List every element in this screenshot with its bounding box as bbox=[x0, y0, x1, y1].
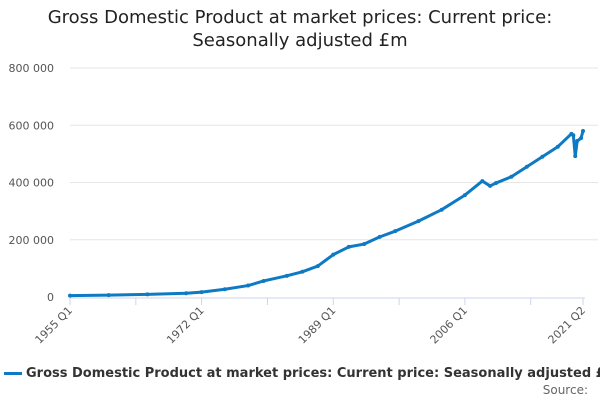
data-point bbox=[488, 183, 493, 188]
data-point bbox=[575, 138, 580, 143]
data-point bbox=[573, 154, 578, 159]
x-tick-label: 1955 Q1 bbox=[33, 304, 76, 347]
data-point bbox=[315, 264, 320, 269]
data-point bbox=[571, 133, 576, 138]
data-point bbox=[199, 290, 204, 295]
data-point bbox=[579, 136, 584, 141]
y-tick-label: 0 bbox=[47, 291, 54, 304]
data-point bbox=[493, 181, 498, 186]
y-tick-label: 800 000 bbox=[9, 62, 55, 75]
data-point bbox=[439, 207, 444, 212]
data-point bbox=[246, 283, 251, 288]
data-point bbox=[540, 154, 545, 159]
data-point bbox=[393, 229, 398, 234]
data-point bbox=[480, 179, 485, 184]
y-tick-label: 400 000 bbox=[9, 177, 55, 190]
legend-label: Gross Domestic Product at market prices:… bbox=[26, 366, 600, 381]
data-point bbox=[377, 234, 382, 239]
x-tick-label: 2006 Q1 bbox=[427, 304, 470, 347]
data-point bbox=[331, 252, 336, 257]
data-point bbox=[362, 242, 367, 247]
data-point bbox=[261, 278, 266, 283]
data-point bbox=[184, 291, 189, 296]
data-point bbox=[222, 287, 227, 292]
chart-title: Gross Domestic Product at market prices:… bbox=[47, 7, 553, 51]
data-point bbox=[509, 174, 514, 179]
data-point bbox=[524, 164, 529, 169]
y-tick-label: 200 000 bbox=[9, 234, 55, 247]
x-tick-label: 1972 Q1 bbox=[164, 304, 207, 347]
data-point bbox=[346, 244, 351, 249]
data-point bbox=[145, 292, 150, 297]
data-point bbox=[284, 273, 289, 278]
source-label: Source: bbox=[542, 383, 588, 397]
data-point bbox=[462, 193, 467, 198]
data-point bbox=[581, 128, 585, 133]
data-point bbox=[106, 293, 111, 298]
series-line bbox=[69, 130, 585, 298]
x-tick-label: 2021 Q2 bbox=[546, 304, 589, 347]
data-point bbox=[416, 219, 421, 224]
data-point bbox=[68, 293, 72, 298]
legend-item[interactable]: Gross Domestic Product at market prices:… bbox=[4, 366, 600, 381]
data-point bbox=[555, 144, 560, 149]
legend-swatch bbox=[4, 372, 22, 375]
x-tick-label: 1989 Q1 bbox=[296, 304, 339, 347]
data-point bbox=[300, 269, 305, 274]
y-tick-label: 600 000 bbox=[9, 119, 55, 132]
